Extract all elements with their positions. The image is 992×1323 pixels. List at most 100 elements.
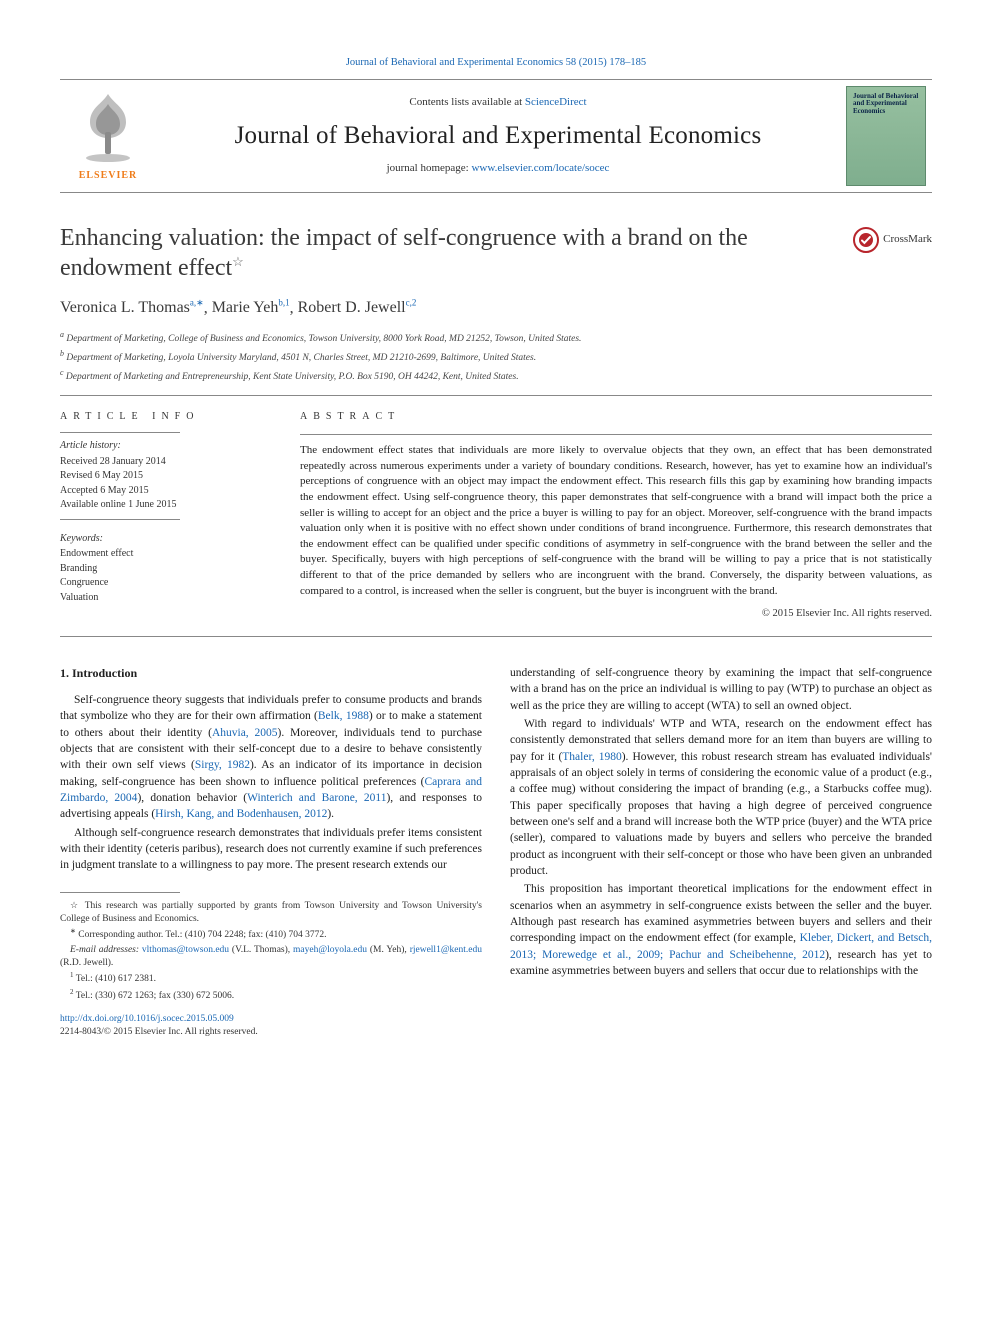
journal-cover-title: Journal of Behavioral and Experimental E… xyxy=(853,93,919,116)
sciencedirect-link[interactable]: ScienceDirect xyxy=(525,96,587,108)
footnote-text: (R.D. Jewell). xyxy=(60,958,113,968)
affil-mark: a xyxy=(60,330,64,339)
article-info-column: ARTICLE INFO Article history: Received 2… xyxy=(60,410,270,622)
header-citation-link[interactable]: Journal of Behavioral and Experimental E… xyxy=(346,57,646,68)
body-paragraph: With regard to individuals' WTP and WTA,… xyxy=(510,716,932,879)
affiliations: a Department of Marketing, College of Bu… xyxy=(60,329,932,385)
affil-mark: c xyxy=(60,368,64,377)
history-title: Article history: xyxy=(60,439,270,454)
keyword: Congruence xyxy=(60,576,270,591)
body-paragraph: This proposition has important theoretic… xyxy=(510,881,932,979)
body-paragraph: Self-congruence theory suggests that ind… xyxy=(60,692,482,823)
author-list: Veronica L. Thomasa,∗, Marie Yehb,1, Rob… xyxy=(60,297,932,320)
citation-link[interactable]: Ahuvia, 2005 xyxy=(212,727,278,739)
header-citation: Journal of Behavioral and Experimental E… xyxy=(60,56,932,71)
contents-prefix: Contents lists available at xyxy=(409,96,524,108)
abstract-text: The endowment effect states that individ… xyxy=(300,443,932,599)
affil-mark: b xyxy=(60,349,64,358)
citation-link[interactable]: Sirgy, 1982 xyxy=(195,759,250,771)
author-2: Marie Yehb,1 xyxy=(212,299,290,316)
section-heading-introduction: 1. Introduction xyxy=(60,665,482,682)
keyword: Endowment effect xyxy=(60,547,270,562)
affiliation-c: c Department of Marketing and Entreprene… xyxy=(60,367,932,385)
footnote-mark: 1 xyxy=(70,971,74,979)
footnote-label: E-mail addresses: xyxy=(70,945,139,955)
author-name: Veronica L. Thomas xyxy=(60,299,190,316)
footnotes: This research was partially supported by… xyxy=(60,899,482,1004)
masthead-center: Contents lists available at ScienceDirec… xyxy=(156,80,840,192)
history-item: Revised 6 May 2015 xyxy=(60,469,270,484)
citation-link[interactable]: Hirsh, Kang, and Bodenhausen, 2012 xyxy=(155,808,327,820)
footnote-text: (M. Yeh), xyxy=(367,945,410,955)
divider xyxy=(300,434,932,435)
history-item: Available online 1 June 2015 xyxy=(60,498,270,513)
email-link[interactable]: vlthomas@towson.edu xyxy=(142,945,229,955)
footnote-rule xyxy=(60,892,180,893)
body-paragraph: understanding of self-congruence theory … xyxy=(510,665,932,714)
author-3: Robert D. Jewellc,2 xyxy=(298,299,417,316)
body-text: ). However, this robust research stream … xyxy=(510,751,932,877)
keywords-title: Keywords: xyxy=(60,532,270,547)
doi-link[interactable]: http://dx.doi.org/10.1016/j.socec.2015.0… xyxy=(60,1014,234,1024)
divider-short xyxy=(60,519,180,520)
contents-line: Contents lists available at ScienceDirec… xyxy=(162,95,834,110)
author-marks: a,∗ xyxy=(190,298,204,308)
elsevier-tree-logo: ELSEVIER xyxy=(65,88,151,184)
citation-link[interactable]: Winterich and Barone, 2011 xyxy=(247,792,386,804)
footnote-mark: 2 xyxy=(70,988,74,996)
author-name: Marie Yeh xyxy=(212,299,279,316)
crossmark-widget[interactable]: CrossMark xyxy=(853,227,932,253)
journal-name: Journal of Behavioral and Experimental E… xyxy=(162,118,834,153)
homepage-line: journal homepage: www.elsevier.com/locat… xyxy=(162,161,834,176)
history-item: Received 28 January 2014 xyxy=(60,455,270,470)
body-text: ). xyxy=(327,808,334,820)
email-link[interactable]: mayeh@loyola.edu xyxy=(293,945,367,955)
footnote-text: Tel.: (330) 672 1263; fax (330) 672 5006… xyxy=(76,991,234,1001)
article-title: Enhancing valuation: the impact of self-… xyxy=(60,223,841,283)
footnote-text: (V.L. Thomas), xyxy=(229,945,293,955)
homepage-prefix: journal homepage: xyxy=(387,162,472,174)
footnote-mark: ∗ xyxy=(70,927,76,935)
article-title-text: Enhancing valuation: the impact of self-… xyxy=(60,225,748,281)
author-marks: c,2 xyxy=(406,298,417,308)
divider xyxy=(60,395,932,396)
affiliation-b: b Department of Marketing, Loyola Univer… xyxy=(60,348,932,366)
abstract-column: ABSTRACT The endowment effect states tha… xyxy=(300,410,932,622)
keyword: Branding xyxy=(60,562,270,577)
crossmark-icon xyxy=(853,227,879,253)
keyword: Valuation xyxy=(60,591,270,606)
abstract-copyright: © 2015 Elsevier Inc. All rights reserved… xyxy=(300,607,932,622)
email-link[interactable]: rjewell1@kent.edu xyxy=(410,945,482,955)
masthead: ELSEVIER Contents lists available at Sci… xyxy=(60,79,932,193)
footnote-text: Tel.: (410) 617 2381. xyxy=(76,974,156,984)
elsevier-wordmark: ELSEVIER xyxy=(79,170,138,181)
footnote-tel-2: 2 Tel.: (330) 672 1263; fax (330) 672 50… xyxy=(60,988,482,1003)
citation-link[interactable]: Belk, 1988 xyxy=(318,710,369,722)
citation-link[interactable]: Thaler, 1980 xyxy=(562,751,621,763)
affil-text: Department of Marketing and Entrepreneur… xyxy=(66,372,519,382)
body-paragraph: Although self-congruence research demons… xyxy=(60,825,482,874)
affiliation-a: a Department of Marketing, College of Bu… xyxy=(60,329,932,347)
issn-copyright: 2214-8043/© 2015 Elsevier Inc. All right… xyxy=(60,1027,258,1037)
abstract-label: ABSTRACT xyxy=(300,410,932,424)
footnote-funding: This research was partially supported by… xyxy=(60,899,482,927)
doi-block: http://dx.doi.org/10.1016/j.socec.2015.0… xyxy=(60,1013,482,1040)
footnote-emails: E-mail addresses: vlthomas@towson.edu (V… xyxy=(60,944,482,971)
body-text: ), donation behavior ( xyxy=(137,792,247,804)
affil-text: Department of Marketing, Loyola Universi… xyxy=(66,353,536,363)
author-1: Veronica L. Thomasa,∗ xyxy=(60,299,204,316)
footnote-text: Corresponding author. Tel.: (410) 704 22… xyxy=(78,930,326,940)
body-two-column: 1. Introduction Self-congruence theory s… xyxy=(60,665,932,1040)
divider-short xyxy=(60,432,180,433)
publisher-logo-cell: ELSEVIER xyxy=(60,80,156,192)
author-marks: b,1 xyxy=(278,298,289,308)
journal-homepage-link[interactable]: www.elsevier.com/locate/socec xyxy=(471,162,609,174)
affil-text: Department of Marketing, College of Busi… xyxy=(66,335,581,345)
journal-cover-thumbnail: Journal of Behavioral and Experimental E… xyxy=(846,86,926,186)
history-item: Accepted 6 May 2015 xyxy=(60,484,270,499)
article-history: Article history: Received 28 January 201… xyxy=(60,439,270,605)
crossmark-label: CrossMark xyxy=(883,232,932,247)
footnote-tel-1: 1 Tel.: (410) 617 2381. xyxy=(60,971,482,986)
title-footnote-mark: ☆ xyxy=(232,254,244,269)
article-info-label: ARTICLE INFO xyxy=(60,410,270,424)
